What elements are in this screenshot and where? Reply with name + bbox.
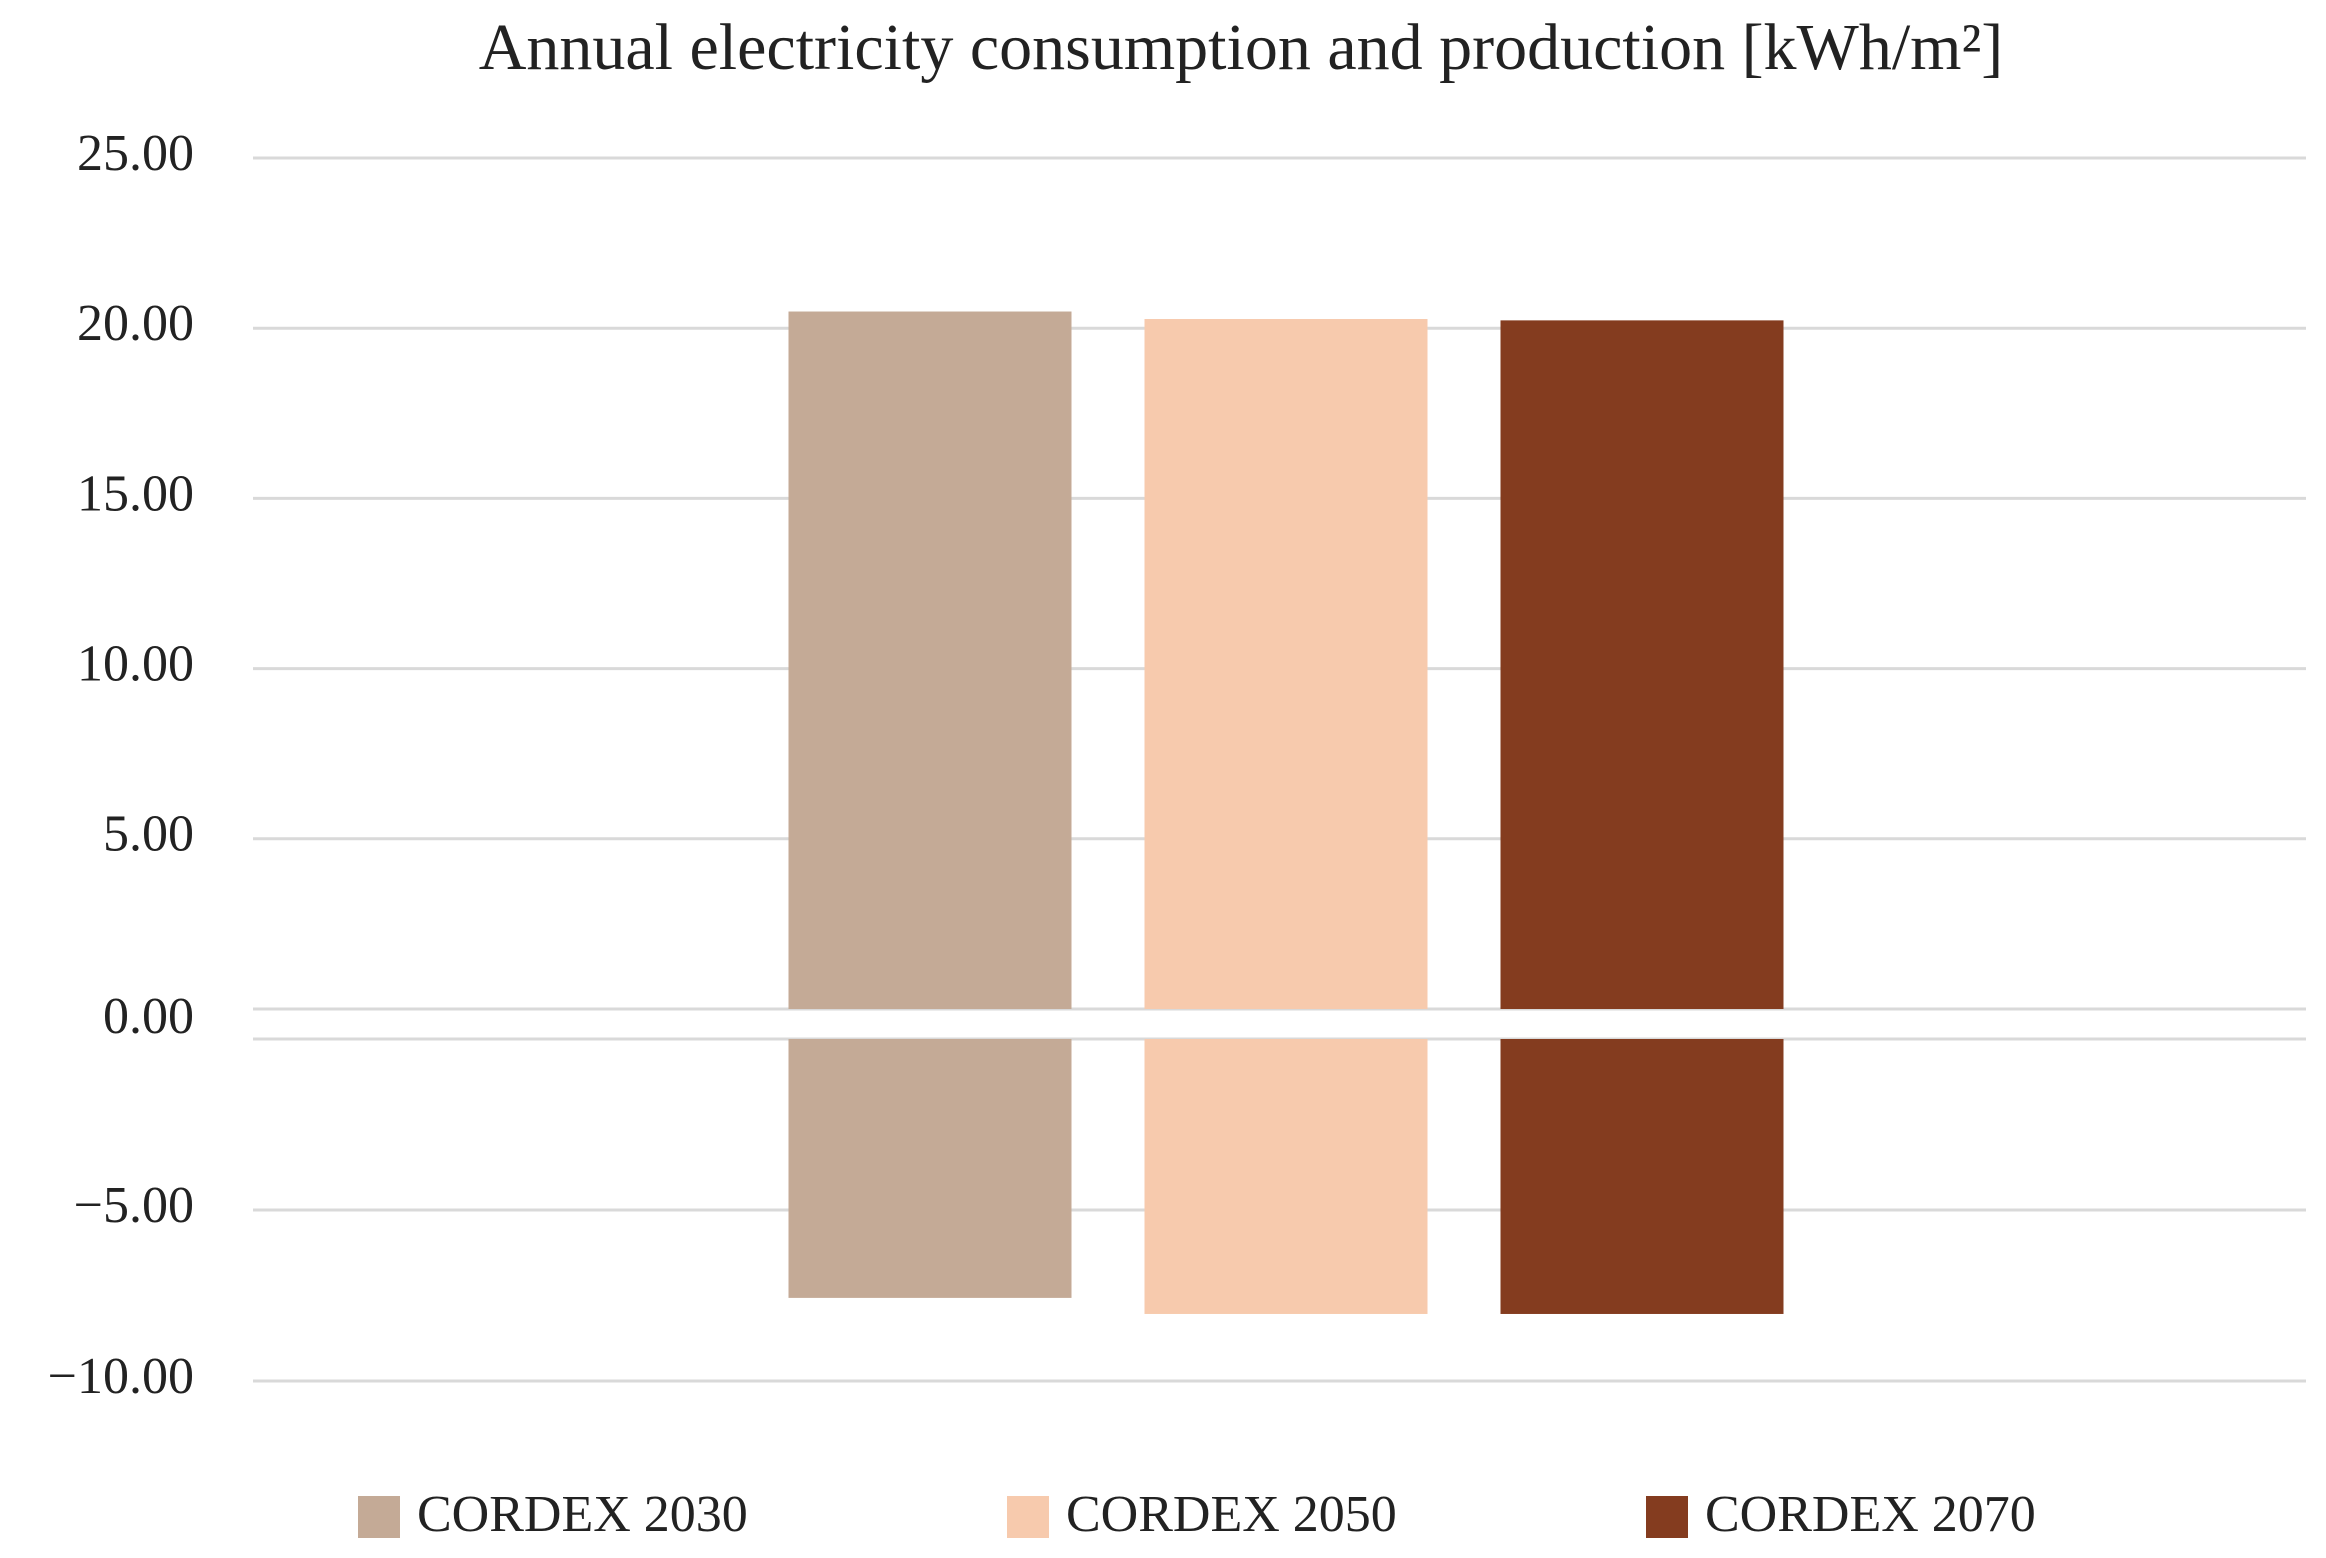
- y-tick-label: 15.00: [77, 465, 194, 522]
- bar: [1500, 1039, 1784, 1314]
- legend-swatch: [358, 1496, 400, 1538]
- bar: [788, 1039, 1072, 1298]
- y-tick-label: 25.00: [77, 125, 194, 182]
- y-tick-label: 10.00: [77, 636, 194, 693]
- legend-swatch: [1646, 1496, 1688, 1538]
- y-tick-label: 5.00: [103, 806, 194, 863]
- legend-swatch: [1007, 1496, 1049, 1538]
- y-tick-label: −5.00: [74, 1177, 194, 1234]
- y-tick-label: −10.00: [48, 1348, 194, 1405]
- bar: [1500, 320, 1784, 1009]
- y-tick-label: 0.00: [103, 988, 194, 1045]
- chart-title: Annual electricity consumption and produ…: [479, 11, 2004, 84]
- bar: [1144, 1039, 1428, 1314]
- legend-label: CORDEX 2050: [1066, 1486, 1397, 1543]
- bar: [788, 311, 1072, 1009]
- legend-label: CORDEX 2030: [417, 1486, 748, 1543]
- y-tick-label: 20.00: [77, 295, 194, 352]
- bar: [1144, 319, 1428, 1010]
- legend-label: CORDEX 2070: [1705, 1486, 2036, 1543]
